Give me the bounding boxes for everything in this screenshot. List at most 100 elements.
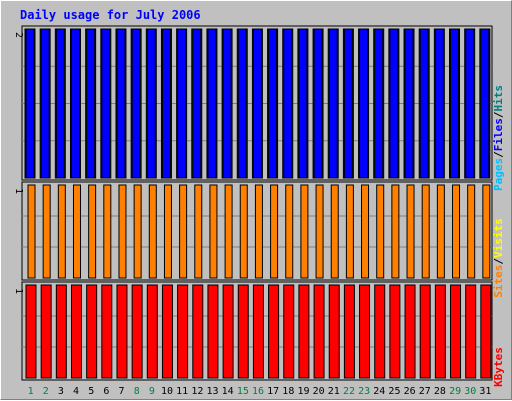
side-label-part: Hits <box>492 85 505 112</box>
x-tick-label: 4 <box>73 386 79 397</box>
bar-kbytes-day-8 <box>131 284 143 379</box>
bar-sites-day-2 <box>42 184 51 279</box>
bar-files-day-31 <box>480 28 490 179</box>
x-tick-label: 31 <box>479 386 491 397</box>
bar-kbytes-day-15 <box>237 284 249 379</box>
bar-kbytes-day-28 <box>434 284 446 379</box>
x-tick-label: 9 <box>149 386 155 397</box>
bar-sites-day-9 <box>148 184 157 279</box>
bar-sites-day-24 <box>376 184 385 279</box>
bar-kbytes-day-7 <box>116 284 128 379</box>
side-label-part: / <box>492 151 505 158</box>
x-tick-label: 7 <box>119 386 125 397</box>
bar-files-day-20 <box>313 28 323 179</box>
bar-kbytes-day-31 <box>480 284 492 379</box>
bar-files-day-8 <box>131 28 141 179</box>
bar-kbytes-day-9 <box>146 284 158 379</box>
x-tick-label: 15 <box>237 386 249 397</box>
x-tick-label: 23 <box>358 386 370 397</box>
bar-sites-day-18 <box>285 184 294 279</box>
x-tick-label: 16 <box>252 386 264 397</box>
x-tick-label: 24 <box>373 386 385 397</box>
side-label-part: KBytes <box>492 347 505 387</box>
bar-sites-day-16 <box>254 184 263 279</box>
bar-files-day-26 <box>404 28 414 179</box>
bar-files-day-13 <box>207 28 217 179</box>
bar-files-day-16 <box>252 28 262 179</box>
side-label-part: / <box>492 258 505 265</box>
side-label-visits-sites: Sites/Visits <box>492 218 505 298</box>
bar-sites-day-26 <box>406 184 415 279</box>
x-tick-label: 30 <box>464 386 476 397</box>
x-tick-label: 6 <box>103 386 109 397</box>
bar-files-day-27 <box>419 28 429 179</box>
x-tick-label: 22 <box>343 386 355 397</box>
bar-kbytes-day-13 <box>207 284 219 379</box>
x-tick-label: 5 <box>88 386 94 397</box>
bar-kbytes-day-18 <box>283 284 295 379</box>
bar-files-day-22 <box>343 28 353 179</box>
bar-files-day-23 <box>359 28 369 179</box>
bar-files-day-9 <box>146 28 156 179</box>
bar-kbytes-day-16 <box>252 284 264 379</box>
side-label-hits-files-pages: Pages/Files/Hits <box>492 85 505 191</box>
bar-kbytes-day-10 <box>161 284 173 379</box>
bar-sites-day-30 <box>467 184 476 279</box>
x-tick-label: 18 <box>282 386 294 397</box>
chart-title: Daily usage for July 2006 <box>20 8 201 22</box>
bar-files-day-17 <box>268 28 278 179</box>
bar-kbytes-day-5 <box>86 284 98 379</box>
bar-sites-day-29 <box>452 184 461 279</box>
bar-sites-day-25 <box>391 184 400 279</box>
x-tick-label: 12 <box>191 386 203 397</box>
x-tick-label: 10 <box>161 386 173 397</box>
bar-sites-day-7 <box>118 184 127 279</box>
bar-sites-day-17 <box>270 184 279 279</box>
bar-sites-day-8 <box>133 184 142 279</box>
bar-files-day-18 <box>283 28 293 179</box>
bar-sites-day-22 <box>345 184 354 279</box>
bar-files-day-25 <box>389 28 399 179</box>
x-tick-label: 13 <box>206 386 218 397</box>
bar-kbytes-day-6 <box>101 284 113 379</box>
x-tick-label: 21 <box>328 386 340 397</box>
bar-kbytes-day-23 <box>359 284 371 379</box>
bar-kbytes-day-22 <box>343 284 355 379</box>
bar-sites-day-3 <box>57 184 66 279</box>
bar-kbytes-day-24 <box>374 284 386 379</box>
bar-kbytes-day-26 <box>404 284 416 379</box>
side-label-part: Files <box>492 118 505 151</box>
x-tick-label: 20 <box>313 386 325 397</box>
bar-files-day-24 <box>374 28 384 179</box>
x-tick-label: 3 <box>58 386 64 397</box>
bar-files-day-4 <box>70 28 80 179</box>
bar-sites-day-4 <box>72 184 81 279</box>
x-tick-label: 1 <box>28 386 34 397</box>
bar-files-day-19 <box>298 28 308 179</box>
side-label-part: Pages <box>492 158 505 191</box>
bar-sites-day-5 <box>88 184 97 279</box>
bar-sites-day-31 <box>482 184 491 279</box>
bar-files-day-7 <box>116 28 126 179</box>
bar-files-day-30 <box>465 28 475 179</box>
bar-sites-day-11 <box>179 184 188 279</box>
bar-kbytes-day-4 <box>70 284 82 379</box>
bar-kbytes-day-21 <box>328 284 340 379</box>
y-tick-label: 2 <box>13 32 24 38</box>
bar-kbytes-day-3 <box>55 284 67 379</box>
bar-files-day-5 <box>86 28 96 179</box>
bar-kbytes-day-27 <box>419 284 431 379</box>
bar-files-day-2 <box>40 28 50 179</box>
bar-kbytes-day-12 <box>192 284 204 379</box>
y-tick-label: 1 <box>13 288 24 294</box>
x-tick-label: 11 <box>176 386 188 397</box>
bar-kbytes-day-17 <box>268 284 280 379</box>
x-tick-label: 8 <box>134 386 140 397</box>
x-tick-label: 29 <box>449 386 461 397</box>
x-tick-label: 2 <box>43 386 49 397</box>
bar-sites-day-20 <box>315 184 324 279</box>
bar-files-day-3 <box>55 28 65 179</box>
x-tick-label: 19 <box>297 386 309 397</box>
